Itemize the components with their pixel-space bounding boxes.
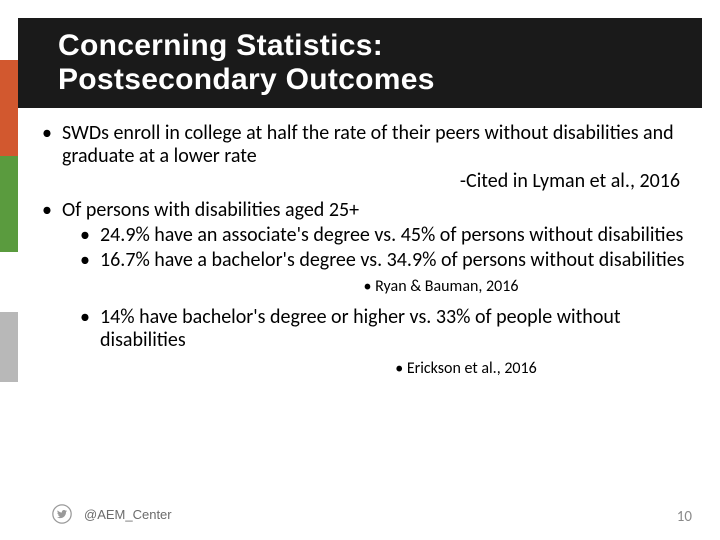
bullet-2-text: Of persons with disabilities aged 25+: [62, 198, 359, 222]
bullet-2a-text: 24.9% have an associate's degree vs. 45%…: [100, 223, 683, 247]
bullet-2a: 24.9% have an associate's degree vs. 45%…: [78, 224, 692, 247]
footer: @AEM_Center 10: [0, 502, 720, 526]
bullet-3: 14% have bachelor's degree or higher vs.…: [78, 306, 692, 352]
citation-2: Ryan & Bauman, 2016: [40, 278, 692, 296]
bullet-2: Of persons with disabilities aged 25+: [40, 199, 692, 222]
twitter-icon: [52, 504, 72, 524]
title-bar: Concerning Statistics: Postsecondary Out…: [18, 18, 702, 108]
page-number: 10: [677, 508, 692, 526]
sidebar-segment: [0, 0, 18, 60]
title-line1: Concerning Statistics:: [58, 29, 383, 62]
twitter-handle: @AEM_Center: [84, 507, 172, 522]
bullet-1: SWDs enroll in college at half the rate …: [40, 122, 692, 168]
sidebar-segment: [0, 156, 18, 252]
slide-title: Concerning Statistics: Postsecondary Out…: [58, 29, 435, 98]
sidebar-segment: [0, 252, 18, 312]
sidebar-accent: [0, 0, 18, 540]
slide-body: SWDs enroll in college at half the rate …: [40, 122, 692, 385]
bullet-2b-text: 16.7% have a bachelor's degree vs. 34.9%…: [100, 248, 684, 272]
bullet-2b: 16.7% have a bachelor's degree vs. 34.9%…: [78, 249, 692, 272]
bullet-3-text: 14% have bachelor's degree or higher vs.…: [100, 305, 621, 352]
bullet-1-text: SWDs enroll in college at half the rate …: [62, 121, 674, 168]
citation-3: Erickson et al., 2016: [40, 360, 692, 378]
citation-1: -Cited in Lyman et al., 2016: [40, 170, 692, 193]
title-line2: Postsecondary Outcomes: [58, 63, 435, 96]
sidebar-segment: [0, 60, 18, 156]
sidebar-segment: [0, 312, 18, 382]
